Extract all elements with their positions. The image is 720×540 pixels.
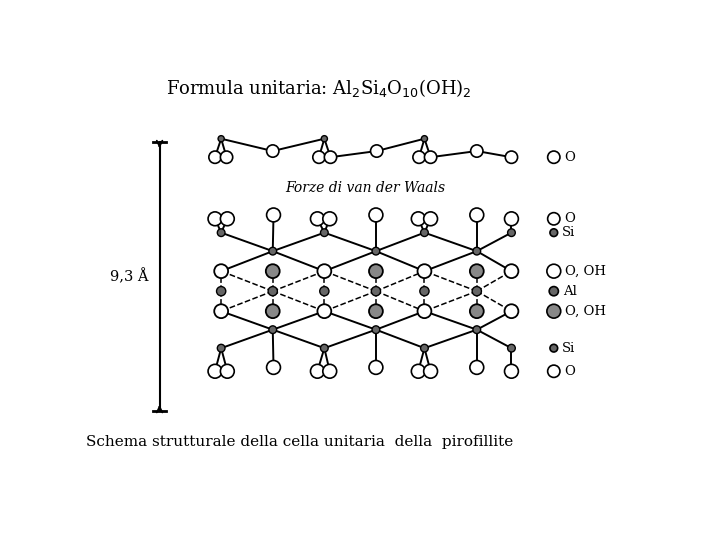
Circle shape	[268, 287, 277, 296]
Circle shape	[208, 212, 222, 226]
Text: Forze di van der Waals: Forze di van der Waals	[285, 181, 445, 195]
Circle shape	[217, 229, 225, 237]
Circle shape	[470, 361, 484, 374]
Circle shape	[420, 345, 428, 352]
Circle shape	[369, 264, 383, 278]
Text: O: O	[564, 364, 575, 378]
Circle shape	[372, 287, 381, 296]
Text: Schema strutturale della cella unitaria  della  pirofillite: Schema strutturale della cella unitaria …	[86, 435, 513, 449]
Circle shape	[505, 212, 518, 226]
Text: O: O	[564, 151, 575, 164]
Circle shape	[220, 212, 234, 226]
Circle shape	[470, 264, 484, 278]
Circle shape	[318, 264, 331, 278]
Circle shape	[217, 287, 226, 296]
Circle shape	[550, 345, 558, 352]
Circle shape	[218, 136, 224, 142]
Circle shape	[549, 287, 559, 296]
Text: O, OH: O, OH	[565, 305, 606, 318]
Circle shape	[266, 264, 279, 278]
Circle shape	[266, 304, 279, 318]
Circle shape	[548, 213, 560, 225]
Circle shape	[266, 361, 281, 374]
Circle shape	[318, 304, 331, 318]
Circle shape	[418, 264, 431, 278]
Circle shape	[411, 364, 426, 378]
Circle shape	[425, 151, 437, 164]
Circle shape	[505, 264, 518, 278]
Text: Si: Si	[562, 342, 575, 355]
Circle shape	[220, 364, 234, 378]
Circle shape	[471, 145, 483, 157]
Circle shape	[209, 151, 221, 164]
Circle shape	[505, 151, 518, 164]
Circle shape	[547, 304, 561, 318]
Circle shape	[220, 151, 233, 164]
Circle shape	[323, 212, 337, 226]
Circle shape	[208, 364, 222, 378]
Circle shape	[420, 229, 428, 237]
Circle shape	[269, 247, 276, 255]
Circle shape	[310, 364, 324, 378]
Circle shape	[473, 326, 481, 334]
Circle shape	[470, 208, 484, 222]
Circle shape	[418, 304, 431, 318]
Circle shape	[508, 345, 516, 352]
Circle shape	[266, 145, 279, 157]
Circle shape	[320, 229, 328, 237]
Circle shape	[411, 212, 426, 226]
Circle shape	[312, 151, 325, 164]
Circle shape	[324, 151, 337, 164]
Text: O, OH: O, OH	[565, 265, 606, 278]
Circle shape	[321, 136, 328, 142]
Circle shape	[505, 364, 518, 378]
Circle shape	[508, 229, 516, 237]
Circle shape	[310, 212, 324, 226]
Circle shape	[217, 345, 225, 352]
Circle shape	[372, 247, 379, 255]
Circle shape	[413, 151, 426, 164]
Text: Si: Si	[562, 226, 575, 239]
Circle shape	[472, 287, 482, 296]
Text: 9,3 Å: 9,3 Å	[110, 269, 149, 285]
Circle shape	[470, 304, 484, 318]
Text: Formula unitaria: Al$_2$Si$_4$O$_{10}$(OH)$_2$: Formula unitaria: Al$_2$Si$_4$O$_{10}$(O…	[166, 77, 472, 99]
Circle shape	[423, 212, 438, 226]
Circle shape	[320, 287, 329, 296]
Circle shape	[369, 208, 383, 222]
Circle shape	[371, 145, 383, 157]
Circle shape	[550, 229, 558, 237]
Circle shape	[548, 151, 560, 164]
Circle shape	[547, 264, 561, 278]
Circle shape	[320, 345, 328, 352]
Circle shape	[505, 304, 518, 318]
Circle shape	[215, 264, 228, 278]
Text: Al: Al	[563, 285, 577, 298]
Circle shape	[420, 287, 429, 296]
Circle shape	[421, 136, 428, 142]
Circle shape	[372, 326, 379, 334]
Circle shape	[548, 365, 560, 377]
Circle shape	[269, 326, 276, 334]
Circle shape	[215, 304, 228, 318]
Circle shape	[323, 364, 337, 378]
Text: O: O	[564, 212, 575, 225]
Circle shape	[266, 208, 281, 222]
Circle shape	[473, 247, 481, 255]
Circle shape	[369, 304, 383, 318]
Circle shape	[423, 364, 438, 378]
Circle shape	[369, 361, 383, 374]
